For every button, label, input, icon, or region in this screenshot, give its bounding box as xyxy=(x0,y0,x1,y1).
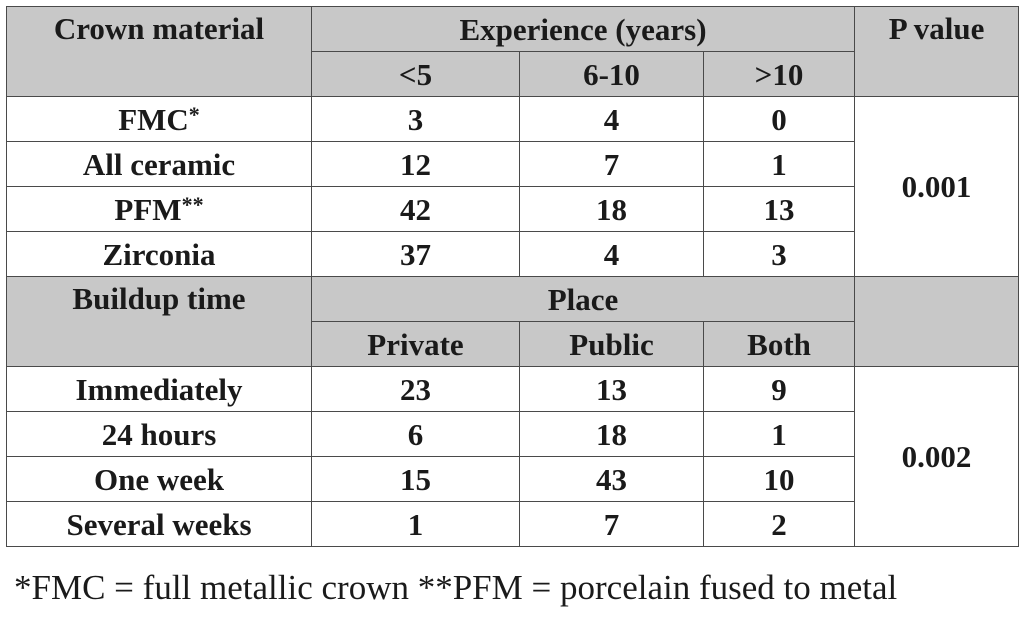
cell-value: 18 xyxy=(519,411,704,457)
table-row: Several weeks 1 7 2 xyxy=(6,501,1019,547)
table-row: Immediately 23 13 9 0.002 xyxy=(6,366,1020,547)
row-label: All ceramic xyxy=(6,141,312,187)
row-label: Several weeks xyxy=(6,501,312,547)
row-label: FMC* xyxy=(6,96,312,142)
table-row: FMC* 3 4 0 0.001 xyxy=(6,96,1020,277)
cell-value: 23 xyxy=(311,366,520,412)
row-label: 24 hours xyxy=(6,411,312,457)
crown-p-value: 0.001 xyxy=(854,96,1020,277)
cell-value: 4 xyxy=(519,96,704,142)
row-label-text: Zirconia xyxy=(102,236,216,272)
table-container: Crown material Experience (years) P valu… xyxy=(6,6,1020,547)
table-row: Zirconia 37 4 3 xyxy=(6,231,1019,277)
row-label: One week xyxy=(6,456,312,502)
cell-value: 10 xyxy=(702,456,856,502)
cell-value: 42 xyxy=(311,186,520,232)
cell-value: 2 xyxy=(702,501,856,547)
header-row-1: Crown material Experience (years) P valu… xyxy=(6,6,1020,97)
row-label: PFM** xyxy=(6,186,312,232)
header-place-both: Both xyxy=(702,321,856,367)
table-footnote: *FMC = full metallic crown **PFM = porce… xyxy=(14,568,898,607)
header-place: Place xyxy=(310,276,856,322)
cell-value: 3 xyxy=(311,96,520,142)
cell-value: 12 xyxy=(311,141,520,187)
cell-value: 1 xyxy=(702,141,856,187)
table-row: PFM** 42 18 13 xyxy=(6,186,1019,232)
header-crown-material: Crown material xyxy=(6,6,312,97)
header-experience-gt10: >10 xyxy=(702,51,856,97)
header-experience-6-10: 6-10 xyxy=(519,51,704,97)
header-row-2: <5 6-10 >10 xyxy=(7,51,1019,97)
header-experience-lt5: <5 xyxy=(311,51,520,97)
header-buildup-time: Buildup time xyxy=(6,276,312,367)
cell-value: 43 xyxy=(519,456,704,502)
cell-value: 0 xyxy=(702,96,856,142)
row-label-text: All ceramic xyxy=(82,146,236,182)
header-p-value: P value xyxy=(854,6,1020,97)
table-row: One week 15 43 10 xyxy=(6,456,1019,502)
cell-value: 3 xyxy=(702,231,856,277)
cell-value: 6 xyxy=(311,411,520,457)
row-label: Zirconia xyxy=(6,231,312,277)
footnote-marker: ** xyxy=(181,191,204,217)
cell-value: 7 xyxy=(519,501,704,547)
table-row: All ceramic 12 7 1 xyxy=(6,141,1019,187)
footnote-marker: * xyxy=(188,101,200,127)
cell-value: 15 xyxy=(311,456,520,502)
cell-value: 4 xyxy=(519,231,704,277)
header-row-3: Buildup time Place xyxy=(6,276,1020,367)
cell-value: 1 xyxy=(702,411,856,457)
header-place-public: Public xyxy=(519,321,704,367)
cell-value: 13 xyxy=(519,366,704,412)
cell-value: 9 xyxy=(702,366,856,412)
cell-value: 1 xyxy=(311,501,520,547)
cell-value: 7 xyxy=(519,141,704,187)
buildup-p-value: 0.002 xyxy=(854,366,1020,547)
crown-buildup-table: Crown material Experience (years) P valu… xyxy=(6,6,1020,547)
row-label-text: PFM xyxy=(114,191,182,227)
cell-value: 37 xyxy=(311,231,520,277)
header-place-private: Private xyxy=(311,321,520,367)
cell-value: 18 xyxy=(519,186,704,232)
cell-value: 13 xyxy=(702,186,856,232)
row-label: Immediately xyxy=(6,366,312,412)
header-p-value-blank xyxy=(854,276,1020,367)
header-experience: Experience (years) xyxy=(310,6,856,52)
row-label-text: FMC xyxy=(118,101,189,137)
